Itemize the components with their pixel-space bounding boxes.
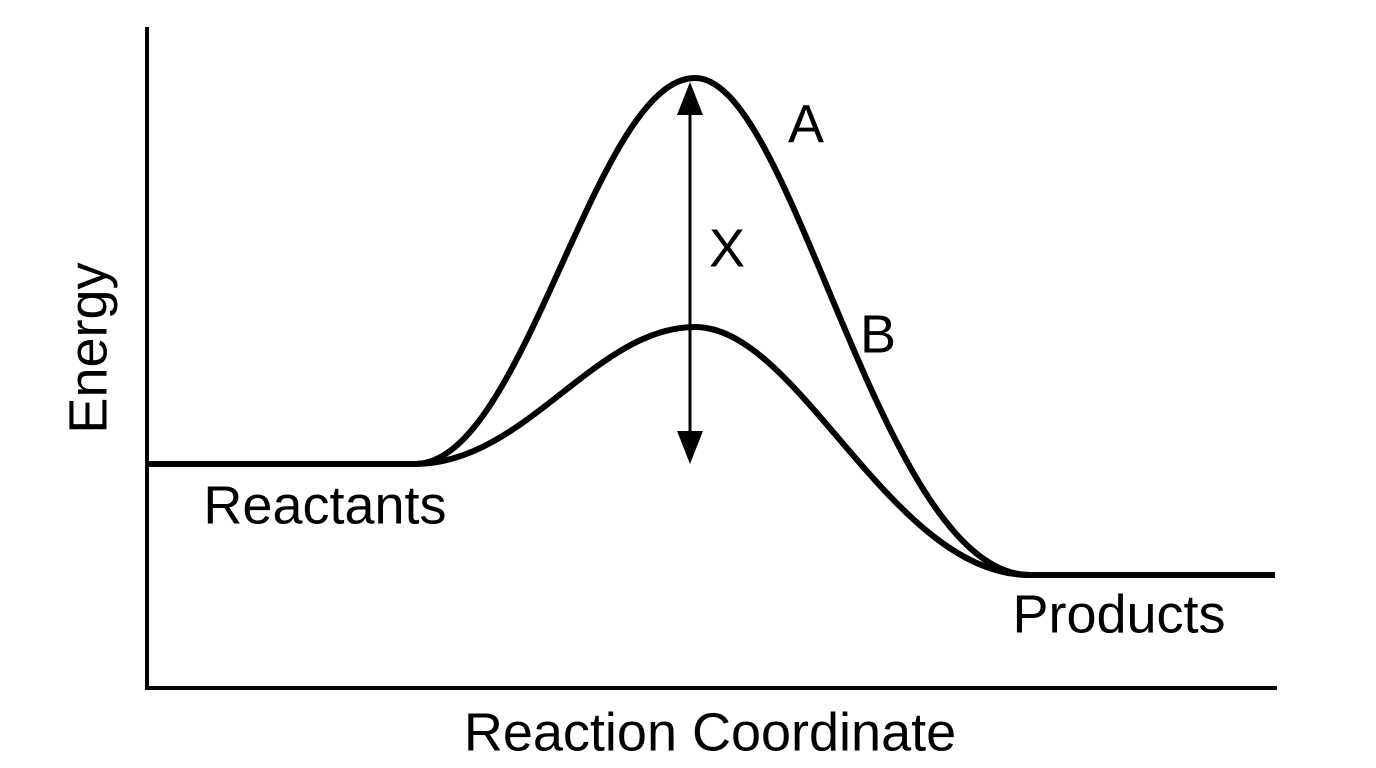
curve-b-label: B <box>860 304 896 364</box>
arrow-head-top <box>677 82 703 115</box>
products-label: Products <box>1012 584 1225 644</box>
arrow-label: X <box>709 218 745 278</box>
arrow-head-bottom <box>677 431 703 464</box>
x-axis-label: Reaction Coordinate <box>464 702 956 762</box>
curve-a-label: A <box>788 94 824 154</box>
y-axis-label: Energy <box>58 262 118 433</box>
reactants-label: Reactants <box>203 475 446 535</box>
curve-a <box>147 75 1275 578</box>
curve-b <box>414 324 1031 578</box>
